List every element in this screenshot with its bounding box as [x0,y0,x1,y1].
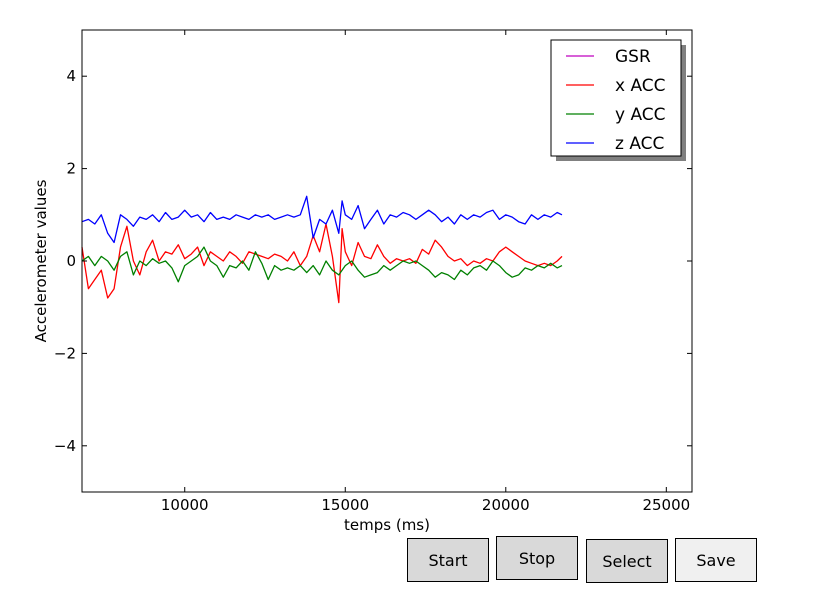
series-line-y-acc [81,246,563,283]
stop-button[interactable]: Stop [496,536,578,580]
legend-label: GSR [615,47,651,67]
x-tick-label: 15000 [321,496,369,514]
legend-label: x ACC [615,76,666,96]
ticks-layer: 10000 15000 20000 25000 −4 −2 0 2 4 [54,30,692,514]
y-tick-label: −2 [54,344,76,362]
legend-box [550,39,682,157]
y-axis-label: Accelerometer values [32,179,50,342]
y-tick-label: 4 [66,67,76,85]
x-tick-label: 25000 [642,496,690,514]
x-tick-label: 20000 [482,496,530,514]
series-line-z-acc [81,195,563,244]
legend-label: z ACC [615,134,664,154]
x-tick-label: 10000 [161,496,209,514]
series-layer [81,195,563,304]
start-button[interactable]: Start [407,538,489,582]
select-button[interactable]: Select [586,539,668,583]
y-tick-label: 2 [66,160,76,178]
legend-label: y ACC [615,105,666,125]
legend: GSR x ACC y ACC z ACC [550,39,686,161]
y-tick-label: −4 [54,437,76,455]
y-tick-label: 0 [66,252,76,270]
legend-entries: GSR x ACC y ACC z ACC [566,47,666,154]
x-axis-label: temps (ms) [344,516,430,534]
save-button[interactable]: Save [675,538,757,582]
